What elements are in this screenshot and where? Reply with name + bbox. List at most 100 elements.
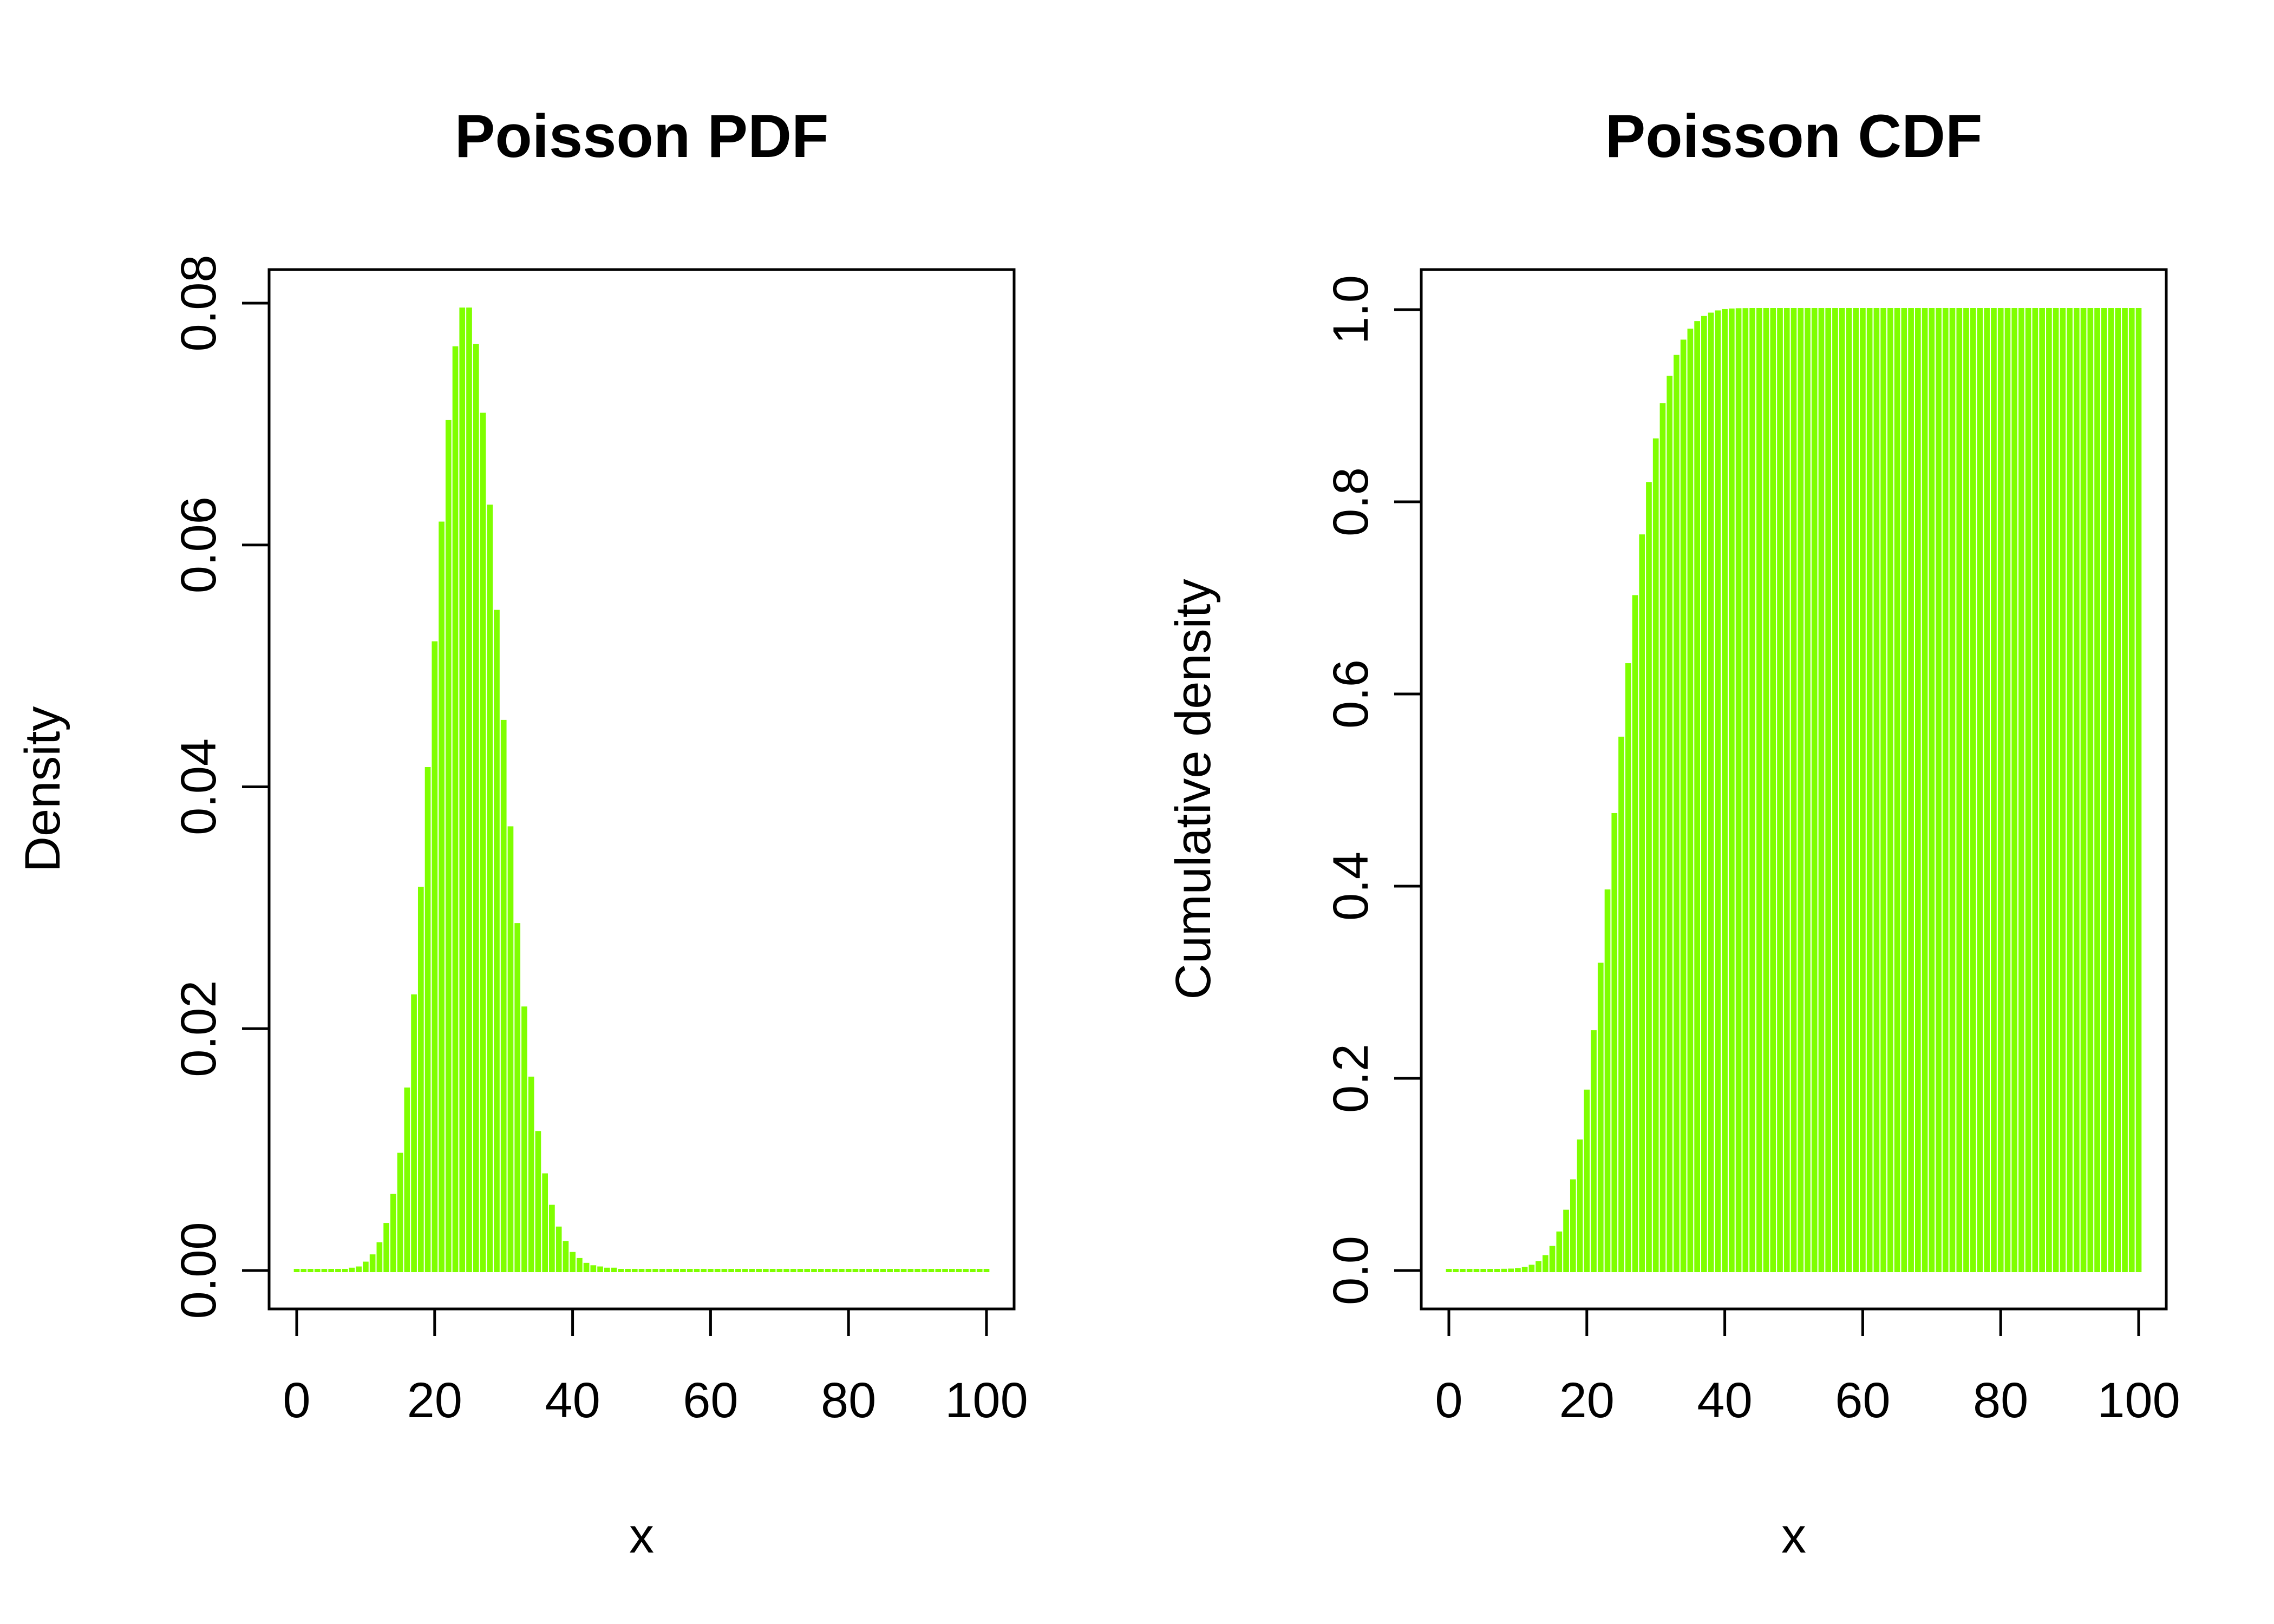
pdf-bar <box>645 1269 652 1272</box>
cdf-bar <box>2073 308 2080 1272</box>
cdf-panel: Poisson CDF x Cumulative density 0 20 40 60… <box>1166 102 2180 1563</box>
cdf-bar <box>1618 736 1624 1272</box>
cdf-bar <box>1563 1209 1569 1272</box>
cdf-x-tick-label: 100 <box>2097 1373 2180 1428</box>
cdf-x-tick-label: 60 <box>1835 1373 1890 1428</box>
cdf-bar <box>2053 308 2059 1272</box>
cdf-bar <box>1625 663 1631 1272</box>
cdf-bar <box>1694 321 1700 1272</box>
pdf-bar <box>714 1269 721 1272</box>
pdf-bar <box>480 412 486 1272</box>
cdf-bar <box>1970 308 1976 1272</box>
pdf-bar <box>631 1269 638 1272</box>
cdf-plot-frame <box>1420 268 2168 1311</box>
pdf-bar <box>894 1269 900 1272</box>
cdf-bar <box>1659 403 1666 1272</box>
pdf-bar <box>411 994 417 1272</box>
cdf-bar <box>1825 308 1832 1272</box>
cdf-bar <box>1487 1269 1493 1272</box>
pdf-bar <box>749 1269 755 1272</box>
cdf-bar <box>2025 308 2031 1272</box>
cdf-bar <box>1680 339 1687 1272</box>
pdf-bar <box>742 1269 748 1272</box>
pdf-bar <box>549 1204 555 1272</box>
cdf-bar <box>1894 308 1900 1272</box>
pdf-bar <box>583 1262 590 1272</box>
cdf-bar <box>2046 308 2052 1272</box>
cdf-bar <box>1639 534 1645 1273</box>
pdf-y-tick-label: 0.06 <box>171 496 226 593</box>
cdf-bar <box>1652 438 1659 1272</box>
cdf-bar <box>2128 308 2135 1272</box>
pdf-bar <box>452 346 459 1272</box>
pdf-y-axis: 0.00 0.02 0.04 0.06 0.08 <box>171 254 271 1319</box>
cdf-bar <box>1535 1261 1541 1272</box>
pdf-bar <box>928 1269 935 1272</box>
pdf-bar <box>321 1269 328 1272</box>
cdf-y-tick-label: 1.0 <box>1323 275 1378 344</box>
pdf-y-tick-label: 0.08 <box>171 254 226 351</box>
cdf-bar <box>1742 308 1749 1273</box>
cdf-bars <box>1446 308 2142 1273</box>
cdf-bar <box>1570 1179 1576 1272</box>
cdf-bar <box>1453 1269 1459 1272</box>
cdf-bar <box>1942 308 1949 1272</box>
cdf-bar <box>2122 308 2128 1272</box>
cdf-bar <box>1791 308 1797 1272</box>
pdf-bar <box>735 1269 741 1272</box>
pdf-bar <box>308 1269 313 1272</box>
pdf-bar <box>687 1269 693 1272</box>
cdf-bar <box>1749 308 1755 1272</box>
cdf-bar <box>1922 308 1928 1272</box>
cdf-bar <box>1460 1269 1466 1272</box>
cdf-bar <box>1783 308 1790 1272</box>
cdf-bar <box>1480 1269 1487 1272</box>
cdf-bar <box>1515 1268 1521 1272</box>
cdf-y-tick-label: 0.6 <box>1323 659 1378 729</box>
pdf-bar <box>790 1269 796 1272</box>
pdf-bar <box>597 1266 603 1272</box>
cdf-bar <box>1701 316 1707 1272</box>
pdf-bar <box>439 521 445 1272</box>
cdf-bar <box>2060 308 2066 1272</box>
pdf-bar <box>542 1173 548 1272</box>
cdf-bar <box>2080 308 2087 1272</box>
cdf-bar <box>1501 1268 1507 1272</box>
cdf-bar <box>1508 1268 1514 1272</box>
cdf-bar <box>1914 308 1921 1272</box>
pdf-x-tick-label: 80 <box>821 1373 876 1428</box>
cdf-bar <box>1708 312 1714 1272</box>
cdf-bar <box>1611 813 1618 1272</box>
pdf-bar <box>363 1261 369 1272</box>
pdf-bar <box>383 1223 389 1272</box>
cdf-bar <box>1873 308 1880 1272</box>
pdf-x-axis: 0 20 40 60 80 100 <box>283 1307 1028 1428</box>
pdf-bar <box>694 1269 700 1272</box>
pdf-bar <box>500 719 507 1272</box>
pdf-bar <box>638 1269 645 1272</box>
pdf-x-axis-label: x <box>629 1508 654 1563</box>
pdf-bar <box>970 1269 976 1272</box>
pdf-bar <box>873 1269 879 1272</box>
cdf-bar <box>2018 308 2024 1272</box>
cdf-x-tick-label: 20 <box>1559 1373 1615 1428</box>
pdf-bar <box>342 1269 348 1272</box>
pdf-bar <box>445 420 452 1273</box>
cdf-bar <box>1763 308 1769 1272</box>
pdf-bar <box>907 1269 914 1272</box>
pdf-x-tick-label: 100 <box>945 1373 1028 1428</box>
pdf-bar <box>762 1269 769 1272</box>
pdf-bar <box>390 1194 396 1272</box>
pdf-bar <box>521 1006 527 1272</box>
cdf-x-axis: 0 20 40 60 80 100 <box>1435 1307 2180 1428</box>
cdf-x-tick-label: 0 <box>1435 1373 1462 1428</box>
cdf-y-axis-label: Cumulative density <box>1166 579 1221 999</box>
cdf-bar <box>1997 308 2004 1272</box>
cdf-title: Poisson CDF <box>1605 102 1983 170</box>
cdf-bar <box>2039 308 2045 1272</box>
pdf-bar <box>528 1076 534 1272</box>
pdf-bar <box>845 1269 852 1272</box>
cdf-bar <box>1818 308 1825 1272</box>
pdf-bar <box>397 1152 403 1272</box>
